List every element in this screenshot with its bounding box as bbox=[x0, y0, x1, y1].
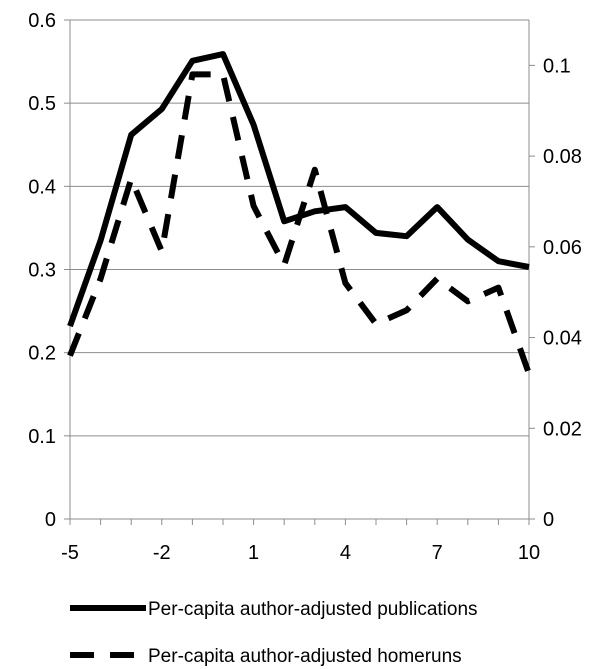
left-tick-label: 0.5 bbox=[28, 93, 56, 115]
left-tick-label: 0.3 bbox=[28, 260, 56, 282]
left-tick-label: 0.4 bbox=[28, 176, 56, 198]
right-y-axis-ticks: 0 0.02 0.04 0.06 0.08 0.1 bbox=[529, 55, 582, 531]
legend: Per-capita author-adjusted publications P… bbox=[70, 599, 478, 667]
series-lines bbox=[67, 51, 532, 375]
left-tick-label: 0.6 bbox=[28, 10, 56, 32]
x-tick-label: 4 bbox=[340, 542, 351, 564]
x-tick-label: -5 bbox=[61, 542, 79, 564]
left-tick-label: 0.1 bbox=[28, 426, 56, 448]
legend-label: Per-capita author-adjusted homeruns bbox=[148, 646, 462, 667]
left-y-axis-ticks: 0 0.1 0.2 0.3 0.4 0.5 0.6 bbox=[28, 10, 70, 531]
right-tick-label: 0.04 bbox=[543, 328, 582, 350]
left-tick-label: 0.2 bbox=[28, 343, 56, 365]
right-tick-label: 0 bbox=[543, 509, 554, 531]
gridlines bbox=[70, 19, 529, 437]
x-tick-label: 1 bbox=[248, 542, 259, 564]
right-tick-label: 0.08 bbox=[543, 146, 582, 168]
legend-label: Per-capita author-adjusted publications bbox=[148, 599, 478, 620]
x-tick-label: -2 bbox=[153, 542, 171, 564]
right-tick-label: 0.02 bbox=[543, 418, 582, 440]
x-axis-ticks: -5 -2 1 4 7 10 bbox=[61, 519, 540, 564]
x-tick-label: 10 bbox=[518, 542, 540, 564]
series-line-homeruns bbox=[67, 71, 532, 375]
right-tick-label: 0.1 bbox=[543, 55, 571, 77]
left-tick-label: 0 bbox=[45, 509, 56, 531]
right-tick-label: 0.06 bbox=[543, 237, 582, 259]
x-tick-label: 7 bbox=[432, 542, 443, 564]
